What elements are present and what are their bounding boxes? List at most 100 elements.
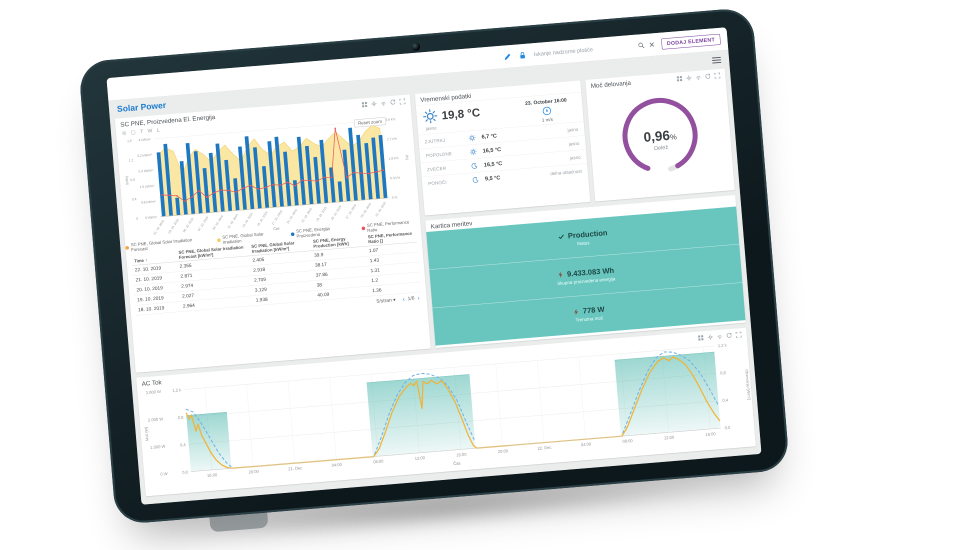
sun-icon — [468, 133, 482, 141]
refresh-icon[interactable] — [726, 332, 732, 338]
grid-icon[interactable] — [676, 76, 682, 82]
fullscreen-icon[interactable] — [399, 98, 405, 104]
svg-text:[%]: [%] — [405, 155, 409, 160]
svg-text:16:00: 16:00 — [705, 431, 716, 437]
svg-text:29. 10. 2019: 29. 10. 2019 — [359, 202, 372, 218]
svg-text:08:00: 08:00 — [622, 438, 633, 444]
moon-icon — [471, 161, 485, 169]
svg-text:1.2: 1.2 — [129, 158, 134, 162]
svg-text:03. 10. 2019: 03. 10. 2019 — [167, 218, 180, 234]
check-icon — [557, 233, 565, 241]
grid-icon[interactable] — [361, 101, 367, 107]
flash-icon — [557, 271, 565, 279]
page-indicator: 1/6 — [407, 295, 414, 301]
refresh-icon[interactable] — [390, 99, 396, 105]
add-element-button[interactable]: DODAJ ELEMENT — [661, 34, 721, 50]
svg-text:21. 10. 2019: 21. 10. 2019 — [300, 207, 313, 223]
svg-text:2.000 W: 2.000 W — [148, 416, 164, 422]
svg-text:0,4: 0,4 — [180, 442, 187, 448]
svg-text:[kWh]: [kWh] — [125, 176, 130, 185]
tablet-screen: DODAJ ELEMENT Solar Power SC PNE, Proizv… — [107, 27, 762, 505]
tool-pan-icon[interactable]: ◎ — [122, 131, 127, 136]
wifi-icon[interactable] — [380, 100, 386, 106]
edit-pencil-icon[interactable] — [503, 52, 513, 62]
sun-icon — [422, 108, 438, 124]
svg-text:31. 10. 2019: 31. 10. 2019 — [374, 201, 387, 217]
dashboard-search — [533, 41, 656, 59]
svg-text:0 kW/m²: 0 kW/m² — [145, 215, 158, 220]
search-input[interactable] — [533, 43, 635, 58]
svg-text:16:00: 16:00 — [456, 452, 467, 458]
svg-text:1.6: 1.6 — [127, 139, 132, 143]
gear-icon[interactable] — [371, 101, 377, 107]
wind-speed: 1 m/s — [542, 117, 553, 123]
svg-text:22. Dec: 22. Dec — [537, 445, 551, 451]
svg-text:0: 0 — [136, 217, 138, 221]
svg-text:19. 10. 2019: 19. 10. 2019 — [286, 208, 299, 224]
wind-compass-icon — [542, 106, 552, 116]
gear-icon[interactable] — [686, 75, 692, 81]
svg-text:0 W: 0 W — [160, 471, 168, 477]
svg-text:05. 10. 2019: 05. 10. 2019 — [182, 217, 195, 233]
sun-icon — [469, 147, 483, 155]
next-page-icon[interactable]: › — [417, 294, 420, 301]
wifi-icon[interactable] — [716, 333, 722, 339]
tool-text-icon[interactable]: T — [140, 129, 143, 134]
lock-icon[interactable] — [518, 50, 528, 60]
dashboard-title: Solar Power — [117, 100, 167, 114]
flash-icon — [573, 308, 581, 316]
svg-text:1.8 k%: 1.8 k% — [388, 156, 398, 161]
svg-text:0,0: 0,0 — [182, 469, 189, 475]
svg-text:Obsevanje [W/m²]: Obsevanje [W/m²] — [744, 369, 751, 400]
svg-text:2.7 k%: 2.7 k% — [387, 137, 397, 142]
svg-text:0 %: 0 % — [392, 195, 398, 199]
svg-text:0.8 kW/m²: 0.8 kW/m² — [141, 199, 157, 204]
tool-compare-icon[interactable]: W — [147, 129, 152, 134]
page-size-select[interactable]: 5/stran ▾ — [376, 297, 396, 304]
menu-icon[interactable] — [712, 57, 721, 64]
svg-text:1,2 k: 1,2 k — [718, 342, 728, 348]
tool-box-zoom-icon[interactable]: ▢ — [131, 130, 136, 135]
camera-dot — [412, 42, 421, 51]
svg-text:0.9 k%: 0.9 k% — [390, 175, 400, 180]
svg-text:Moč [W]: Moč [W] — [144, 427, 149, 441]
gauge: 0,96% Delež — [586, 80, 734, 191]
svg-text:27. 10. 2019: 27. 10. 2019 — [345, 203, 358, 219]
svg-text:1,2 k: 1,2 k — [172, 387, 182, 393]
svg-text:4 kW/m²: 4 kW/m² — [138, 137, 151, 142]
svg-text:0.4: 0.4 — [132, 197, 137, 201]
svg-text:3.6 k%: 3.6 k% — [385, 117, 395, 122]
search-icon[interactable] — [637, 41, 645, 49]
svg-text:1.000 W: 1.000 W — [150, 444, 166, 450]
svg-text:08:00: 08:00 — [373, 458, 384, 464]
clear-search-icon[interactable] — [648, 41, 656, 49]
gear-icon[interactable] — [707, 334, 713, 340]
svg-text:12:00: 12:00 — [415, 455, 426, 461]
svg-text:04:00: 04:00 — [331, 462, 342, 468]
fullscreen-icon[interactable] — [714, 72, 720, 78]
svg-text:12:00: 12:00 — [664, 435, 675, 441]
prev-page-icon[interactable]: ‹ — [402, 296, 405, 303]
svg-text:13. 10. 2019: 13. 10. 2019 — [241, 212, 254, 228]
refresh-icon[interactable] — [705, 73, 711, 79]
svg-text:0.8: 0.8 — [130, 178, 135, 182]
svg-text:0,0: 0,0 — [724, 425, 731, 431]
svg-text:07. 10. 2019: 07. 10. 2019 — [197, 215, 210, 231]
gauge-value: 0,96 — [643, 128, 670, 145]
weather-panel: Vremenski podatki — [415, 80, 590, 215]
svg-text:20:00: 20:00 — [498, 448, 509, 454]
wifi-icon[interactable] — [695, 74, 701, 80]
current-temp: 19,8 °C — [441, 105, 480, 122]
svg-text:09. 10. 2019: 09. 10. 2019 — [212, 214, 225, 230]
gauge-unit: % — [670, 133, 677, 142]
fullscreen-icon[interactable] — [735, 332, 741, 338]
tool-line-icon[interactable]: L — [157, 128, 160, 133]
svg-text:21. Dec: 21. Dec — [288, 465, 302, 471]
daylight-block — [367, 374, 476, 456]
ac-panel-title: AC Tok — [141, 379, 162, 388]
grid-icon[interactable] — [698, 335, 704, 341]
gauge-panel: Moč delovanja — [585, 69, 735, 202]
daylight-block — [615, 352, 721, 436]
